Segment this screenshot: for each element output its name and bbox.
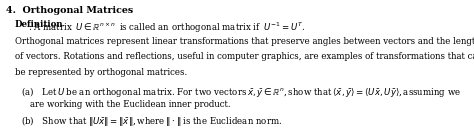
- Text: (a) Let $U$ be an orthogonal matrix. For two vectors $\bar{x}, \bar{y} \in \math: (a) Let $U$ be an orthogonal matrix. For…: [21, 85, 461, 99]
- Text: (b) Show that $\|U\bar{x}\| = \|\bar{x}\|$, where $\|\cdot\|$ is the Euclidean n: (b) Show that $\|U\bar{x}\| = \|\bar{x}\…: [21, 114, 282, 128]
- Text: : A matrix  $U \in \mathbb{R}^{n \times n}$  is called an orthogonal matrix if  : : A matrix $U \in \mathbb{R}^{n \times n…: [28, 20, 305, 35]
- Text: Orthogonal matrices represent linear transformations that preserve angles betwee: Orthogonal matrices represent linear tra…: [15, 37, 474, 46]
- Text: be represented by orthogonal matrices.: be represented by orthogonal matrices.: [15, 68, 187, 77]
- Text: Definition: Definition: [15, 20, 64, 29]
- Text: 4.  Orthogonal Matrices: 4. Orthogonal Matrices: [6, 6, 133, 15]
- Text: of vectors. Rotations and reflections, useful in computer graphics, are examples: of vectors. Rotations and reflections, u…: [15, 52, 474, 61]
- Text: are working with the Euclidean inner product.: are working with the Euclidean inner pro…: [30, 100, 231, 109]
